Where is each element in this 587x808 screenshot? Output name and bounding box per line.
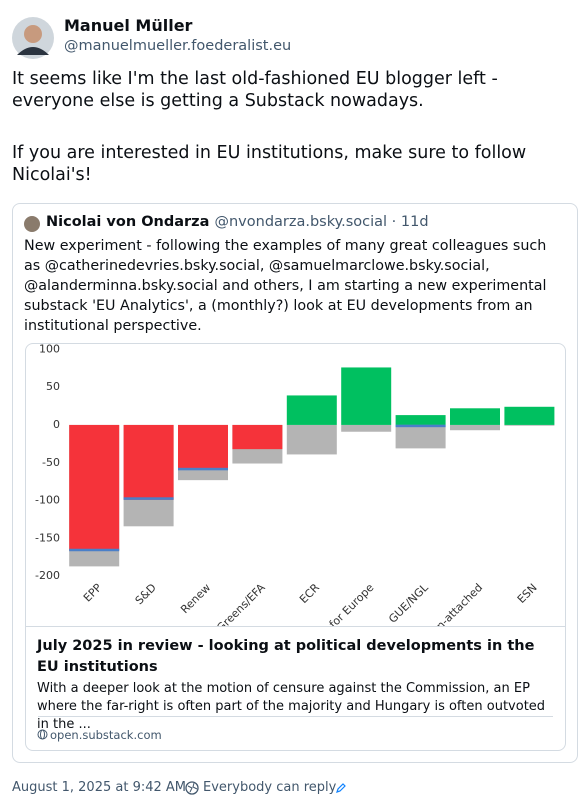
marker-line	[69, 548, 120, 552]
quote-post[interactable]	[12, 203, 578, 763]
bar	[341, 367, 392, 425]
bar	[450, 408, 500, 425]
y-tick-label: -200	[35, 569, 60, 582]
bar	[450, 424, 500, 431]
quote-author[interactable]: Nicolai von Ondarza @nvondarza.bsky.soci…	[46, 214, 429, 230]
quote-handle: @nvondarza.bsky.social · 11d	[214, 214, 429, 230]
x-tick-label: EPP	[81, 581, 105, 605]
timestamp[interactable]: August 1, 2025 at 9:42 AM	[12, 780, 187, 795]
x-tick-label: Non-attached	[423, 581, 485, 626]
author-handle[interactable]: @manuelmueller.foederalist.eu	[64, 38, 292, 54]
reply-setting[interactable]: Everybody can reply	[203, 780, 337, 795]
author-name[interactable]: Manuel Müller	[64, 16, 193, 35]
avatar[interactable]	[12, 17, 54, 59]
x-tick-label: Renew	[178, 581, 213, 616]
marker-line	[178, 467, 228, 471]
y-tick-label: 100	[39, 344, 60, 355]
marker-line	[123, 497, 174, 500]
y-tick-label: 50	[46, 380, 60, 393]
globe-icon	[185, 781, 199, 795]
bar	[341, 424, 392, 432]
bar	[286, 424, 337, 455]
x-tick-label: Greens/EFA	[214, 581, 268, 626]
paragraph: It seems like I'm the last old-fashioned…	[12, 69, 498, 111]
y-tick-label: -150	[35, 531, 60, 544]
edit-icon[interactable]	[335, 782, 347, 794]
y-tick-label: -100	[35, 494, 60, 507]
bar	[286, 395, 337, 425]
bar	[178, 424, 228, 469]
card-description: With a deeper look at the motion of cens…	[37, 681, 546, 732]
link-card[interactable]: 100 50 0 -50 -100 -150 -200 EPP S&D Renew Greens/E…	[25, 343, 566, 751]
bar	[504, 406, 555, 425]
bar	[395, 415, 446, 425]
paragraph: If you are interested in EU institutions…	[12, 143, 527, 185]
bar	[395, 424, 446, 449]
globe-icon	[37, 729, 48, 740]
bar	[123, 424, 174, 500]
y-tick-label: 0	[53, 418, 60, 431]
chart: 100 50 0 -50 -100 -150 -200 EPP S&D Renew Greens/E…	[35, 344, 555, 626]
bar	[69, 424, 120, 551]
bar	[504, 424, 555, 426]
quote-text: New experiment - following the examples …	[24, 238, 547, 334]
y-tick-label: -50	[42, 456, 60, 469]
post-text: It seems like I'm the last old-fashioned…	[12, 68, 580, 216]
x-tick-label: ECR	[297, 581, 322, 606]
card-domain: open.substack.com	[50, 728, 162, 742]
x-tick-label: GUE/NGL	[386, 580, 431, 625]
bar	[232, 424, 283, 450]
x-tick-label: ESN	[515, 581, 540, 606]
x-tick-label: S&D	[133, 581, 159, 607]
quote-avatar	[24, 216, 40, 232]
card-title: July 2025 in review - looking at politic…	[37, 638, 535, 675]
marker-line	[395, 424, 446, 428]
quote-author-name: Nicolai von Ondarza	[46, 214, 210, 230]
